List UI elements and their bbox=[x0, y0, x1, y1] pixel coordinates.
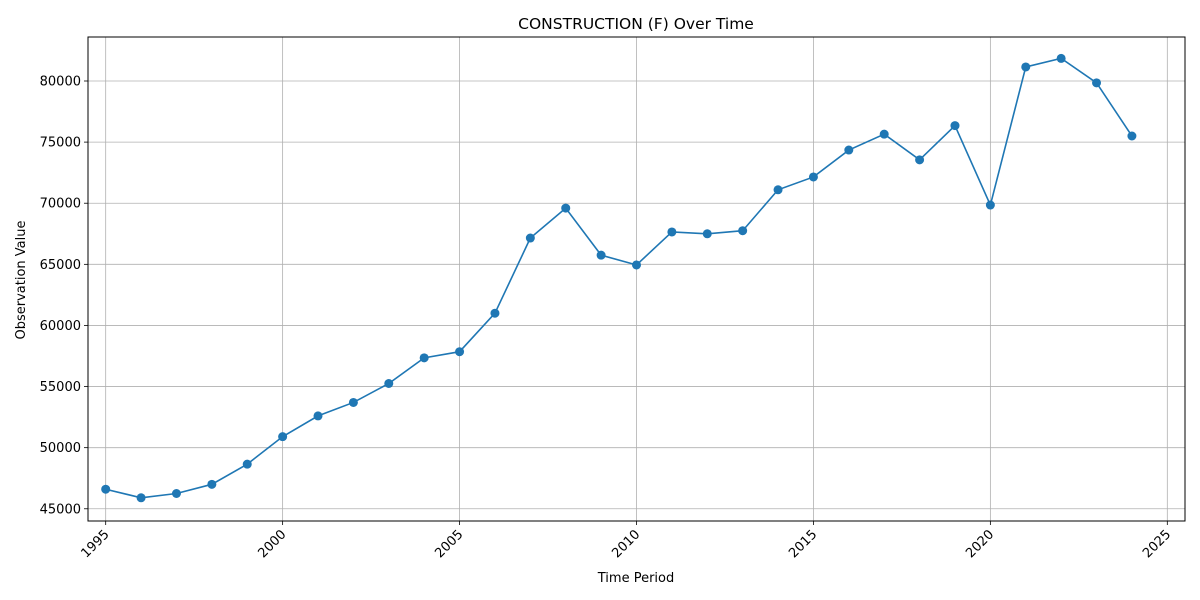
y-tick-label: 50000 bbox=[40, 441, 81, 456]
data-point bbox=[525, 233, 535, 243]
data-point bbox=[1021, 62, 1031, 72]
data-point bbox=[101, 484, 111, 494]
y-tick-label: 65000 bbox=[40, 258, 81, 273]
data-point bbox=[808, 172, 818, 182]
x-axis-title: Time Period bbox=[597, 571, 674, 586]
chart-title: CONSTRUCTION (F) Over Time bbox=[518, 15, 754, 33]
y-tick-label: 70000 bbox=[40, 197, 81, 212]
data-point bbox=[455, 347, 465, 357]
y-tick-label: 55000 bbox=[40, 380, 81, 395]
data-point bbox=[950, 121, 960, 131]
data-point bbox=[667, 227, 677, 237]
y-tick-label: 45000 bbox=[40, 502, 81, 517]
data-point bbox=[1056, 53, 1066, 63]
data-point bbox=[844, 145, 854, 155]
data-point bbox=[702, 229, 712, 239]
data-point bbox=[171, 489, 181, 498]
y-axis-title: Observation Value bbox=[14, 221, 29, 340]
data-point bbox=[348, 397, 358, 407]
data-point bbox=[384, 379, 394, 388]
data-point bbox=[879, 129, 889, 139]
data-point bbox=[985, 200, 995, 210]
data-point bbox=[632, 260, 641, 270]
data-point bbox=[313, 411, 323, 421]
data-point bbox=[1092, 78, 1102, 88]
data-point bbox=[1127, 131, 1137, 141]
data-point bbox=[242, 459, 252, 469]
data-point bbox=[561, 203, 571, 213]
data-point bbox=[278, 432, 288, 442]
data-point bbox=[596, 250, 606, 260]
data-point bbox=[419, 353, 429, 363]
data-point bbox=[773, 185, 783, 195]
data-point bbox=[738, 226, 748, 236]
data-point bbox=[207, 479, 217, 489]
y-tick-label: 80000 bbox=[40, 75, 81, 90]
data-point bbox=[915, 155, 925, 165]
data-point bbox=[136, 493, 146, 503]
y-tick-label: 75000 bbox=[40, 136, 81, 151]
series-line bbox=[105, 57, 1133, 499]
y-axis: 45000 50000 55000 60000 65000 70000 75000 80000 bbox=[40, 75, 88, 517]
data-point bbox=[490, 308, 500, 318]
grid-lines bbox=[88, 37, 1185, 521]
data-series bbox=[101, 53, 1137, 503]
y-tick-label: 60000 bbox=[40, 319, 81, 334]
